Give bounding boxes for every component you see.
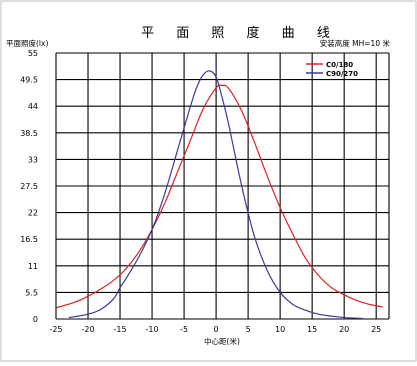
series-lines <box>55 70 383 320</box>
x-tick-label: -10 <box>146 325 159 334</box>
y-tick-label: 27.5 <box>20 182 38 191</box>
y-tick-label: 11 <box>28 262 38 271</box>
legend-label-c90-270: C90/270 <box>326 70 358 78</box>
x-tick-label: -15 <box>113 325 126 334</box>
x-tick-label: -5 <box>180 325 188 334</box>
mounting-height-annotation: 安装高度 MH=10 米 <box>320 38 391 48</box>
y-tick-label: 16.5 <box>20 235 38 244</box>
x-tick-label: -20 <box>81 325 94 334</box>
y-tick-label: 38.5 <box>20 129 38 138</box>
y-tick-label: 5.5 <box>25 288 38 297</box>
series-line-c0-180 <box>55 84 383 309</box>
y-tick-label: 55 <box>28 49 38 58</box>
x-tick-labels: -25 -20 -15 -10 -5 0 5 10 15 20 25 <box>49 325 381 334</box>
grid <box>55 52 390 320</box>
y-axis-label: 平面照度(lx) <box>6 38 48 48</box>
x-tick-label: 10 <box>275 325 285 334</box>
y-tick-label: 22 <box>28 209 38 218</box>
legend: C0/180 C90/270 <box>306 61 358 78</box>
y-tick-label: 44 <box>28 102 38 111</box>
y-tick-label: 33 <box>28 155 38 164</box>
chart-title: 平 面 照 度 曲 线 <box>141 25 339 41</box>
x-tick-label: 5 <box>246 325 251 334</box>
y-tick-label: 0 <box>33 315 38 324</box>
x-tick-label: -25 <box>49 325 62 334</box>
series-line-c90-270 <box>68 70 364 320</box>
x-tick-label: 20 <box>339 325 349 334</box>
x-tick-label: 15 <box>307 325 317 334</box>
x-tick-label: 25 <box>371 325 381 334</box>
legend-label-c0-180: C0/180 <box>326 61 353 69</box>
x-tick-label: 0 <box>214 325 219 334</box>
x-axis-label: 中心距(米) <box>204 336 240 346</box>
y-tick-labels: 0 5.5 11 16.5 22 27.5 33 38.5 44 49.5 55 <box>20 49 38 324</box>
y-tick-label: 49.5 <box>20 76 38 85</box>
